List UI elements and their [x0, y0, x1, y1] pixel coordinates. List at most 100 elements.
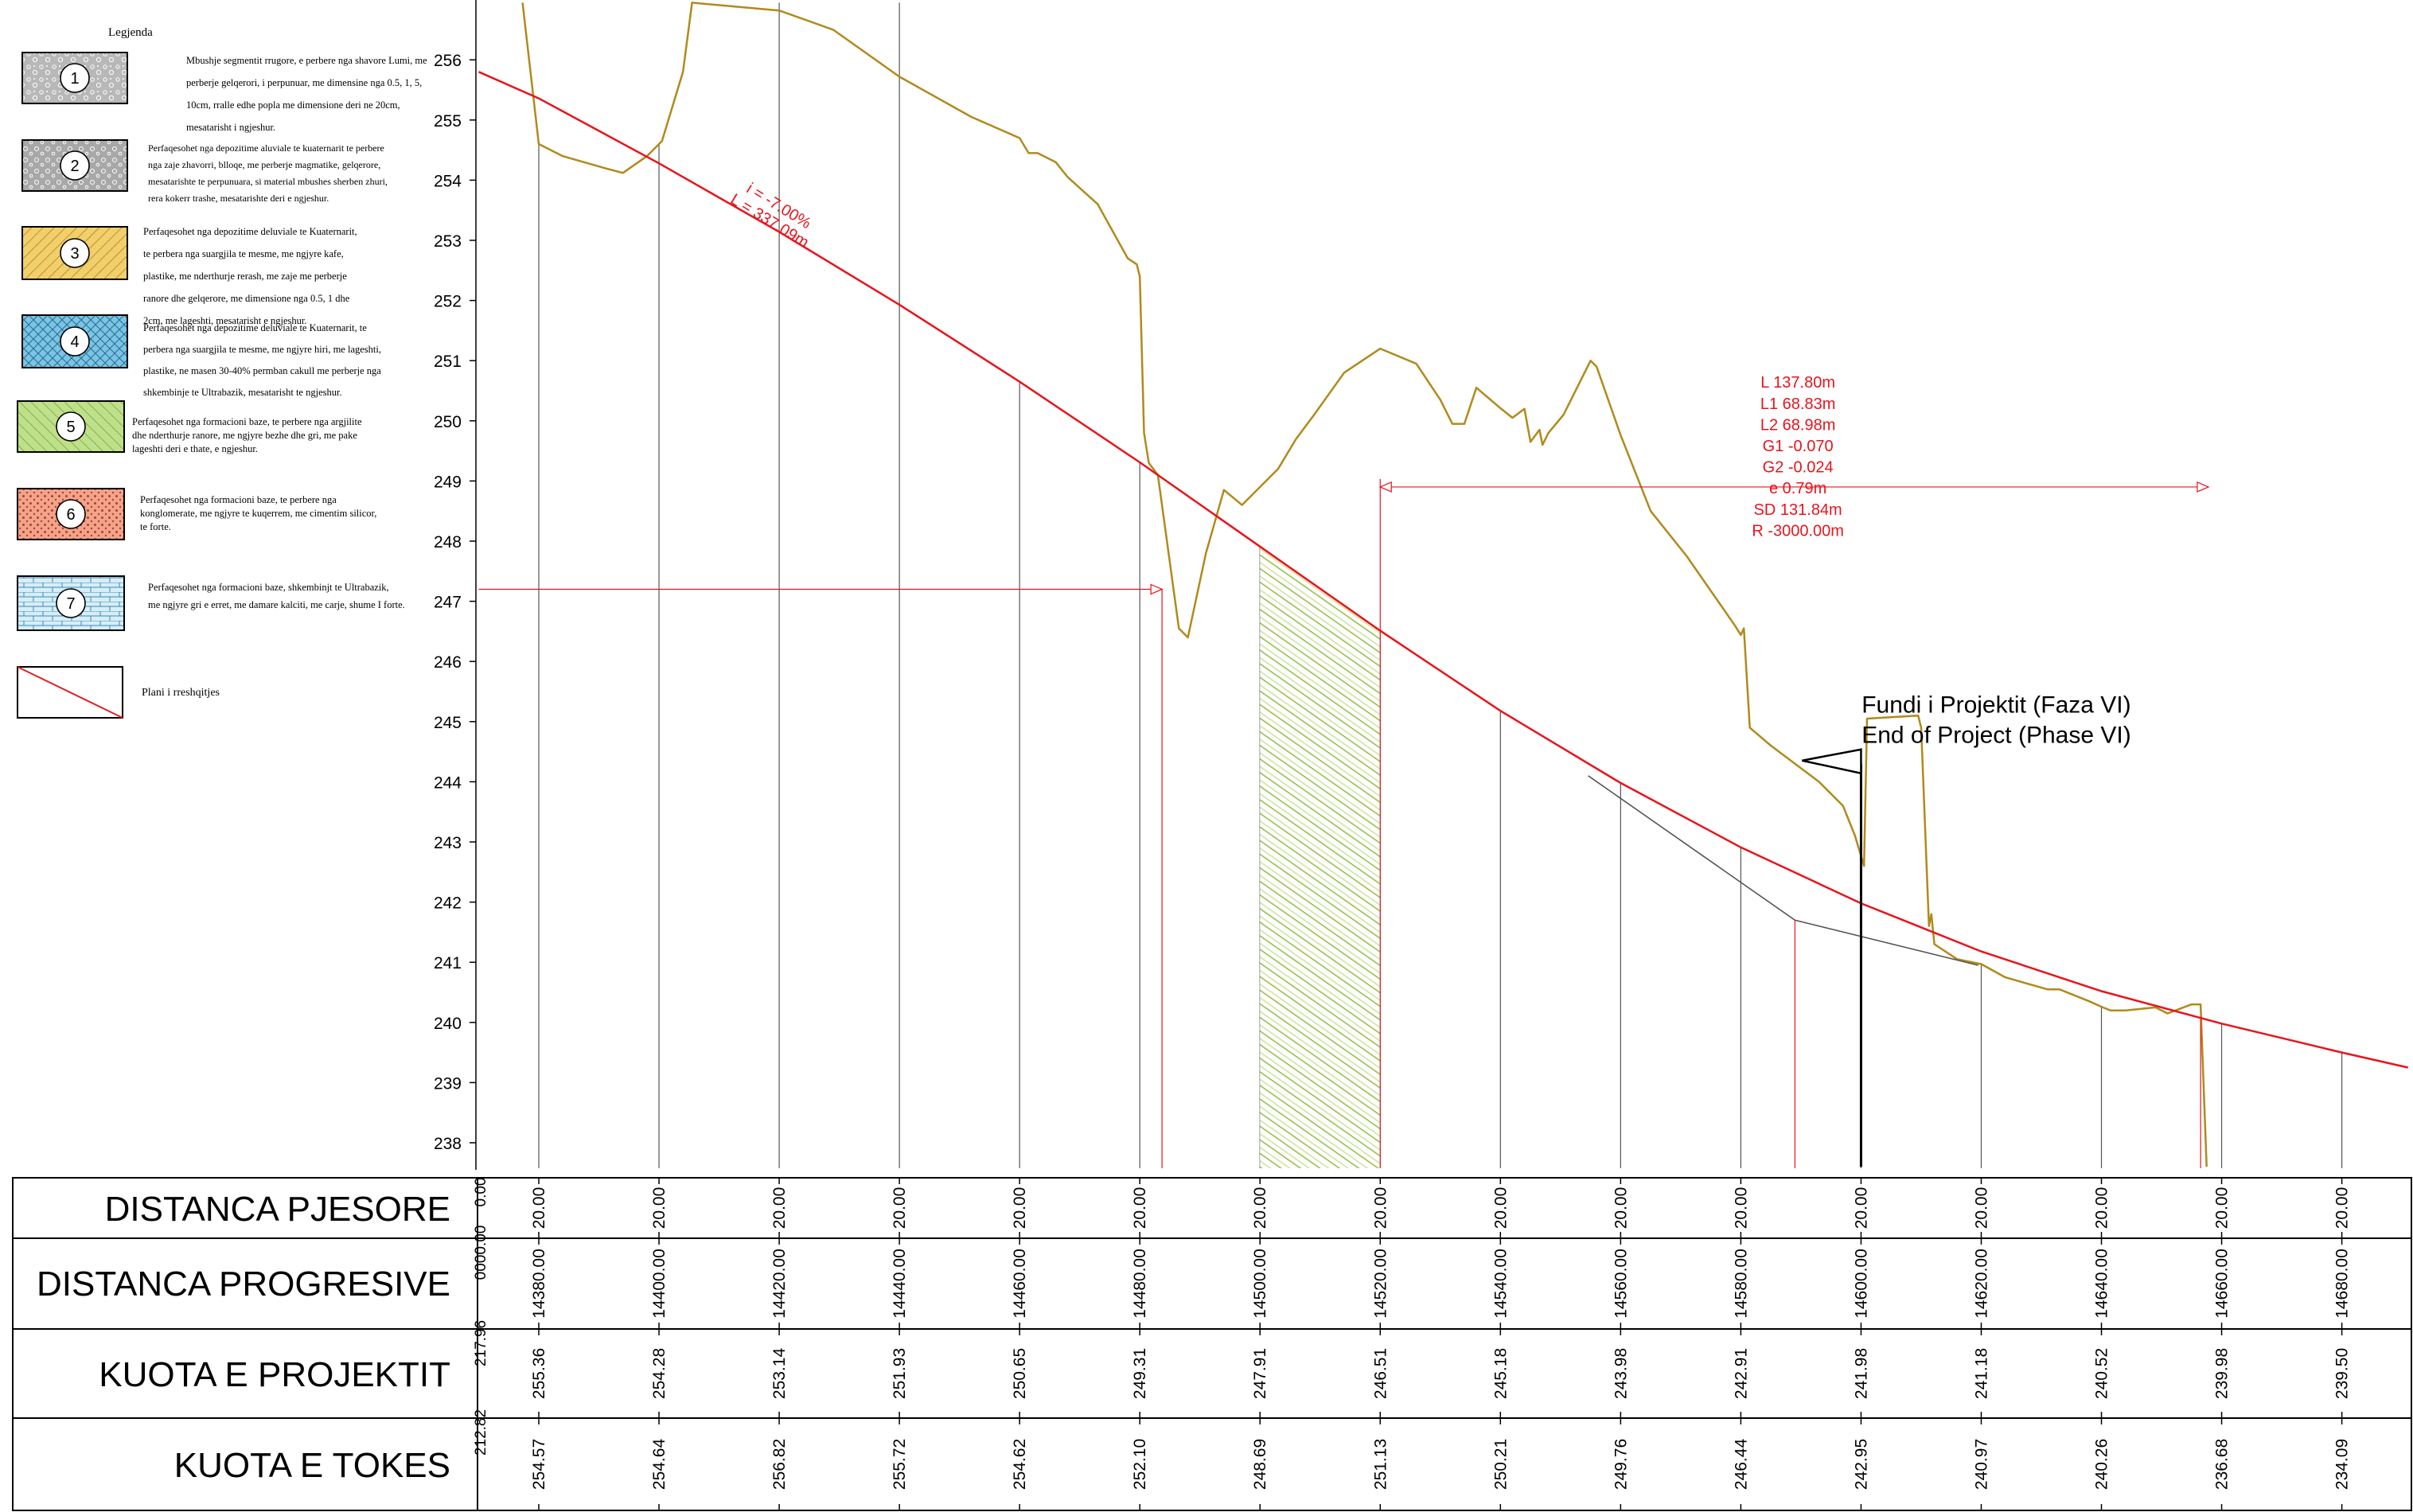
table-cell: 20.00 [891, 1187, 909, 1229]
table-cell: 254.28 [650, 1348, 669, 1399]
legend-description-line: te perbera nga suargjila te mesme, me ng… [143, 248, 344, 259]
table-cell: 14420.00 [770, 1249, 789, 1319]
legend-description-line: shkembinje te Ultrabazik, mesatarisht te… [143, 387, 342, 398]
table-cell: 20.00 [1612, 1187, 1630, 1229]
table-cell: 20.00 [2333, 1187, 2352, 1229]
table-row: DISTANCA PJESORE 0.00 20.00 20.00 20.00 20.00… [105, 1178, 2352, 1238]
y-axis: 238 239 240 241 242 243 244 245 246 247 248 249 250 2… [434, 52, 476, 1153]
legend-number: 2 [70, 158, 79, 175]
legend-description-line: rera kokerr trashe, mesatarishte deri e … [148, 193, 329, 204]
table-cell: 243.98 [1612, 1348, 1630, 1399]
legend-number-circle [56, 588, 86, 618]
table-cell: 254.62 [1011, 1439, 1029, 1490]
profile-plot: 238 239 240 241 242 243 244 245 246 247 248 249 250 2… [434, 0, 2408, 1170]
legend-description-line: Perfaqesohet nga formacioni baze, shkemb… [148, 582, 389, 593]
table-cell: 254.64 [650, 1439, 669, 1491]
legend-slip-plane-label: Plani i rreshqitjes [142, 687, 220, 699]
vertical-curve-parameter: e 0.79m [1769, 480, 1826, 497]
table-cell: 252.10 [1131, 1439, 1149, 1490]
legend-number: 4 [70, 333, 79, 351]
y-tick-label: 255 [434, 112, 462, 131]
table-cell: 20.00 [1491, 1187, 1510, 1229]
y-tick-label: 244 [434, 774, 462, 792]
table-cell-first: 0.00 [473, 1178, 489, 1207]
vertical-curve-parameter: L 137.80m [1760, 374, 1835, 392]
legend-description-line: ranore dhe gelqerore, me dimensione nga … [143, 293, 350, 304]
vertical-curve-parameter: G2 -0.024 [1763, 459, 1834, 477]
vertical-curve-parameter: R -3000.00m [1752, 522, 1844, 540]
legend-item-2: 2 Perfaqesohet nga depozitime aluviale te… [21, 139, 388, 204]
ground-profile-line [521, 2, 2208, 1167]
hatched-area-polygon [1260, 546, 1381, 1168]
legend-description-line: Perfaqesohet nga depozitime deluviale te… [143, 226, 357, 237]
red-marker-lines [1161, 589, 2201, 1168]
table-row: DISTANCA PROGRESIVE 0000.00 14380.00 14400.… [37, 1226, 2352, 1329]
table-cell: 14680.00 [2333, 1249, 2352, 1319]
flag-triangle [1802, 748, 1862, 775]
table-cell: 240.26 [2093, 1439, 2111, 1490]
table-cell: 14380.00 [530, 1249, 548, 1319]
table-cell: 20.00 [2213, 1187, 2232, 1229]
table-cell: 20.00 [1011, 1187, 1029, 1229]
legend-item-6: 6 Perfaqesohet nga formacioni baze, te pe… [17, 488, 376, 540]
table-cell: 250.65 [1011, 1348, 1029, 1399]
y-tick-label: 251 [434, 353, 462, 371]
legend-number-circle [56, 411, 86, 442]
legend-title: Legjenda [108, 26, 153, 39]
dimension-arrowhead [1150, 583, 1164, 595]
y-tick-label: 241 [434, 954, 462, 972]
legend-number-circle [60, 150, 90, 181]
legend-number: 1 [70, 70, 79, 88]
table-cell: 240.97 [1972, 1439, 1990, 1490]
y-tick-label: 245 [434, 714, 462, 732]
legend-description-line: plastike, me nderthurje rerash, me zaje … [143, 271, 347, 282]
end-of-project-label: Fundi i Projektit (Faza VI) [1861, 692, 2130, 718]
vertical-curve-parameter: SD 131.84m [1754, 501, 1842, 519]
y-tick-label: 254 [434, 172, 462, 190]
legend-description-line: Mbushje segmentit rrugore, e perbere nga… [186, 55, 427, 66]
legend-number: 3 [70, 245, 79, 263]
table-cell: 249.76 [1612, 1439, 1630, 1490]
table-cell: 255.72 [891, 1439, 909, 1490]
vertical-curve-parameter: G1 -0.070 [1763, 438, 1834, 455]
table-row-label: KUOTA E TOKES [174, 1446, 450, 1485]
table-cell: 247.91 [1251, 1348, 1269, 1399]
dimension-arrowhead [2197, 481, 2210, 493]
table-cell: 20.00 [1972, 1187, 1990, 1229]
table-cell: 14620.00 [1972, 1249, 1990, 1319]
legend-description-line: mesatarisht i ngjeshur. [186, 122, 275, 133]
table-cell: 240.52 [2093, 1348, 2111, 1399]
legend-description-line: lageshti deri e thate, e ngjeshur. [132, 443, 258, 454]
y-tick-label: 252 [434, 293, 462, 311]
table-cell: 242.95 [1852, 1439, 1870, 1490]
legend-number-circle [60, 326, 90, 357]
end-of-project-flag [1802, 748, 1862, 1167]
legend-description-line: nga zaje zhavorri, blloqe, me perberje m… [148, 159, 380, 170]
legend-description-line: me ngjyre gri e erret, me damare kalciti… [148, 599, 405, 610]
table-cell: 14560.00 [1612, 1249, 1630, 1319]
table-cell: 14660.00 [2213, 1249, 2232, 1319]
y-tick-label: 247 [434, 594, 462, 612]
table-cell: 14460.00 [1011, 1249, 1029, 1319]
y-tick-label: 248 [434, 533, 462, 551]
table-frame [12, 1177, 2412, 1511]
table-cell: 14520.00 [1371, 1249, 1390, 1319]
table-row-label: DISTANCA PJESORE [105, 1190, 450, 1229]
table-cell: 20.00 [2093, 1187, 2111, 1229]
table-row: KUOTA E PROJEKTIT 217.96 255.36 254.28 253.1… [99, 1320, 2352, 1418]
annotations: i = -7.00%L = 337.09m L 137.80m L1 68.83m L… [727, 180, 2131, 748]
table-cell: 20.00 [1251, 1187, 1269, 1229]
table-cell: 14400.00 [650, 1249, 669, 1319]
legend-item-7: 7 Perfaqesohet nga formacioni baze, shkem… [17, 575, 405, 631]
station-verticals [538, 2, 2343, 1168]
legend-number: 6 [66, 506, 75, 524]
legend: Legjenda 1 Mbushje segmentit rrugore, e p… [17, 26, 427, 719]
legend-description-line: perbera nga suargjila te mesme, me ngjyr… [143, 344, 381, 355]
legend-slip-plane-line [17, 666, 123, 719]
table-row-label: KUOTA E PROJEKTIT [99, 1355, 450, 1394]
table-row: KUOTA E TOKES 212.82 254.57 254.64 256.82 255… [174, 1409, 2352, 1510]
table-cell-first: 0000.00 [473, 1226, 489, 1280]
legend-description-line: 10cm, rralle edhe popla me dimensione de… [186, 99, 400, 111]
